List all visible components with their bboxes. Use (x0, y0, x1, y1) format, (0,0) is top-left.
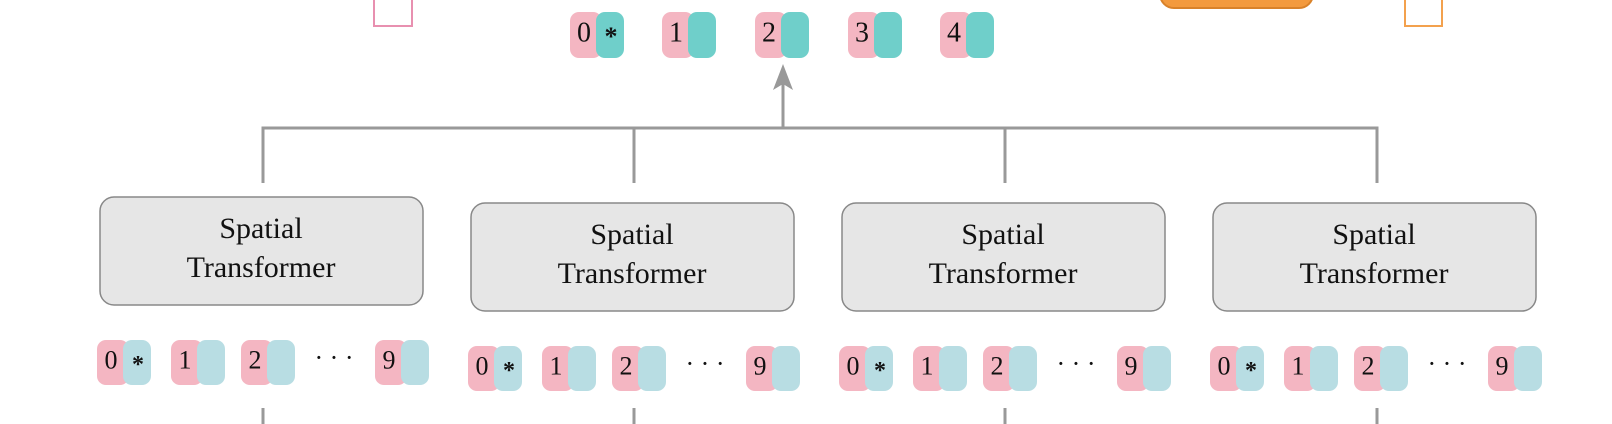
box-label: Transformer (929, 257, 1078, 290)
token-feature (1310, 346, 1338, 391)
token-index-label: 9 (383, 345, 396, 374)
token-index (1117, 346, 1149, 391)
partial-box (373, 0, 413, 27)
token-index-label: 2 (762, 17, 776, 48)
token-marker: * (1245, 358, 1257, 384)
token-feature (1514, 346, 1542, 391)
token-index (241, 340, 273, 385)
token-index (913, 346, 945, 391)
token-index (612, 346, 644, 391)
token-index (746, 346, 778, 391)
token-index-label: 2 (991, 351, 1004, 380)
box-label: Spatial (590, 218, 673, 251)
box-label: Spatial (1332, 218, 1415, 251)
content: 0 * 1 2 3 4 Spatial Transformer 0 * 1 2 9 · · · Spatia… (97, 12, 1542, 391)
transformer-box (470, 202, 795, 312)
token-index (468, 346, 500, 391)
token-index-label: 2 (1362, 351, 1375, 380)
token-feature (688, 12, 716, 58)
token-marker: * (874, 358, 886, 384)
token-index (1284, 346, 1316, 391)
token-index-label: 9 (754, 351, 767, 380)
arrow-head (773, 64, 793, 90)
box-label: Transformer (1300, 257, 1449, 290)
token-feature (874, 12, 902, 58)
token-feature (494, 346, 522, 391)
token-index-label: 1 (1292, 351, 1305, 380)
token-feature (772, 346, 800, 391)
token-index-label: 0 (1218, 351, 1231, 380)
token-marker: * (605, 22, 618, 51)
token-feature (1380, 346, 1408, 391)
ellipsis: · · · (686, 349, 725, 378)
token-index (839, 346, 871, 391)
token-index-label: 9 (1496, 351, 1509, 380)
token-index-label: 9 (1125, 351, 1138, 380)
token-index-label: 1 (550, 351, 563, 380)
token-index (375, 340, 407, 385)
token-index-label: 0 (476, 351, 489, 380)
transformer-box (1212, 202, 1537, 312)
token-index (1354, 346, 1386, 391)
token-index (940, 12, 972, 58)
token-index-label: 4 (947, 17, 961, 48)
token-index (542, 346, 574, 391)
token-index-label: 0 (577, 17, 591, 48)
token-feature (1236, 346, 1264, 391)
token-feature (197, 340, 225, 385)
token-feature (939, 346, 967, 391)
transformer-box (841, 202, 1166, 312)
token-index-label: 1 (921, 351, 934, 380)
ellipsis: · · · (1428, 349, 1467, 378)
token-feature (123, 340, 151, 385)
token-index (1210, 346, 1242, 391)
token-index (171, 340, 203, 385)
token-index (97, 340, 129, 385)
token-feature (596, 12, 624, 58)
token-index-label: 1 (669, 17, 683, 48)
token-index (755, 12, 787, 58)
ellipsis: · · · (1057, 349, 1096, 378)
partial-box (1160, 0, 1313, 9)
token-index (570, 12, 602, 58)
token-index (1488, 346, 1520, 391)
token-feature (1009, 346, 1037, 391)
token-feature (401, 340, 429, 385)
token-feature (568, 346, 596, 391)
token-feature (1143, 346, 1171, 391)
connector (261, 408, 1379, 424)
transformer-box (99, 196, 424, 306)
token-index-label: 1 (179, 345, 192, 374)
token-feature (267, 340, 295, 385)
token-marker: * (132, 352, 144, 378)
connector (261, 82, 1379, 183)
token-index-label: 2 (620, 351, 633, 380)
token-marker: * (503, 358, 515, 384)
box-label: Spatial (961, 218, 1044, 251)
token-index-label: 2 (249, 345, 262, 374)
token-feature (638, 346, 666, 391)
token-index-label: 3 (855, 17, 869, 48)
token-index (983, 346, 1015, 391)
token-feature (966, 12, 994, 58)
token-feature (781, 12, 809, 58)
box-label: Transformer (187, 251, 336, 284)
token-index-label: 0 (847, 351, 860, 380)
partial-box (1404, 0, 1443, 27)
token-index (662, 12, 694, 58)
token-feature (865, 346, 893, 391)
box-label: Transformer (558, 257, 707, 290)
ellipsis: · · · (315, 343, 354, 372)
token-index-label: 0 (105, 345, 118, 374)
token-index (848, 12, 880, 58)
box-label: Spatial (219, 212, 302, 245)
